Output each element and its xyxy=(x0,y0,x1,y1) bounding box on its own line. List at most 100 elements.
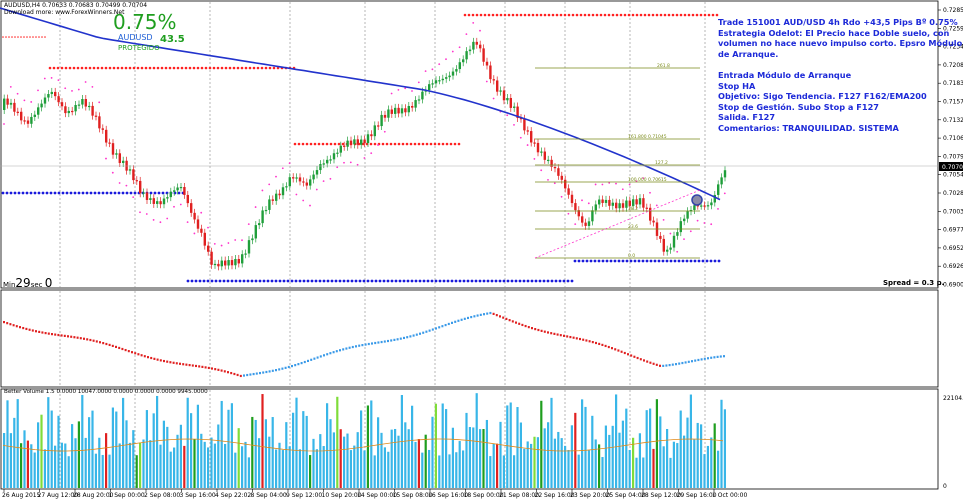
candle-body xyxy=(550,159,553,167)
stop-level-dot xyxy=(232,66,236,70)
time-tick-label: 22 Sep 16:00 xyxy=(535,492,575,499)
support-level-dot xyxy=(486,279,490,283)
oscillator-mark xyxy=(159,359,162,362)
candle-body xyxy=(713,194,716,203)
stop-level-dot xyxy=(272,66,276,70)
sar-dot xyxy=(703,222,706,224)
oscillator-mark xyxy=(595,341,597,345)
time-tick-label: 25 Sep 04:00 xyxy=(606,492,646,499)
candle-body xyxy=(557,168,560,176)
volume-bar xyxy=(513,455,516,488)
stop-level-dot xyxy=(72,66,76,70)
sar-dot xyxy=(479,29,481,32)
support-level-dot xyxy=(573,259,577,263)
sar-dot xyxy=(492,97,495,100)
candle-body xyxy=(115,153,118,155)
volume-bar xyxy=(662,446,665,488)
stop-level-dot xyxy=(204,66,208,70)
volume-bar xyxy=(632,437,635,488)
volume-bar xyxy=(227,409,230,488)
oscillator-mark xyxy=(662,364,665,367)
candle-body xyxy=(37,107,40,115)
stop-level-dot xyxy=(651,13,655,17)
stop-level-dot xyxy=(35,36,37,38)
support-level-dot xyxy=(430,279,434,283)
stop-level-dot xyxy=(567,13,571,17)
volume-bar xyxy=(652,448,655,488)
volume-bars xyxy=(2,393,726,488)
candle-body xyxy=(472,41,475,50)
stop-level-dot xyxy=(711,13,715,17)
support-level-dot xyxy=(89,191,93,195)
oscillator-mark xyxy=(639,358,642,361)
support-level-dot xyxy=(562,279,566,283)
sar-dot xyxy=(506,114,509,117)
support-level-dot xyxy=(538,279,542,283)
note-line: Comentarios: TRANQUILIDAD. SISTEMA xyxy=(718,122,899,133)
stop-level-dot xyxy=(417,142,421,146)
support-level-dot xyxy=(1,191,5,195)
volume-bar xyxy=(666,428,669,488)
volume-bar xyxy=(108,454,111,488)
sar-dot xyxy=(152,219,155,221)
stop-level-dot xyxy=(397,142,401,146)
stop-level-dot xyxy=(559,13,563,17)
candle-body xyxy=(706,205,710,207)
sar-dot xyxy=(322,180,325,182)
oscillator-mark xyxy=(390,339,393,342)
stop-level-dot xyxy=(228,66,232,70)
oscillator-mark xyxy=(633,355,636,358)
candle-body xyxy=(315,170,319,175)
stop-level-dot xyxy=(32,36,34,38)
stop-level-dot xyxy=(603,13,607,17)
oscillator-mark xyxy=(710,356,713,359)
stop-level-dot xyxy=(333,142,337,146)
support-level-dot xyxy=(645,259,649,263)
stop-level-dot xyxy=(100,66,104,70)
oscillator-mark xyxy=(268,370,271,373)
candle-body xyxy=(145,192,149,200)
candle-body xyxy=(98,116,101,129)
volume-bar xyxy=(281,450,284,488)
oscillator-mark xyxy=(614,348,617,351)
support-level-dot xyxy=(510,279,514,283)
candle-body xyxy=(47,94,50,98)
candle-body xyxy=(411,105,414,108)
stop-level-dot xyxy=(699,13,703,17)
volume-bar xyxy=(417,439,420,488)
volume-axis-bottom: 0 xyxy=(943,483,947,490)
stop-level-dot xyxy=(317,142,321,146)
fib-label: 38.2 xyxy=(628,206,638,212)
volume-bar xyxy=(492,443,495,488)
volume-bar xyxy=(213,443,216,488)
stop-level-dot xyxy=(14,36,16,38)
oscillator-mark xyxy=(563,334,565,337)
support-level-dot xyxy=(378,279,382,283)
candle-body xyxy=(220,260,223,267)
volume-bar xyxy=(394,428,397,488)
support-level-dot xyxy=(677,259,681,263)
support-level-dot xyxy=(121,191,125,195)
candle-body xyxy=(9,102,13,105)
sar-dot xyxy=(472,21,475,24)
candle-body xyxy=(6,98,9,105)
oscillator-mark xyxy=(169,361,172,364)
oscillator-mark xyxy=(198,365,201,368)
volume-bar xyxy=(567,449,570,488)
oscillator-mark xyxy=(585,339,588,342)
volume-bar xyxy=(353,445,356,488)
candle-body xyxy=(23,120,26,122)
candle-body xyxy=(587,221,591,226)
price-tick-label: 0.71575 xyxy=(943,99,963,106)
candle-body xyxy=(275,193,278,201)
stop-level-dot xyxy=(116,66,120,70)
stop-level-dot xyxy=(60,66,64,70)
oscillator-mark xyxy=(191,364,194,367)
support-level-dot xyxy=(270,279,274,283)
oscillator-mark xyxy=(252,372,255,376)
volume-bar xyxy=(441,403,444,488)
stop-level-dot xyxy=(623,13,627,17)
